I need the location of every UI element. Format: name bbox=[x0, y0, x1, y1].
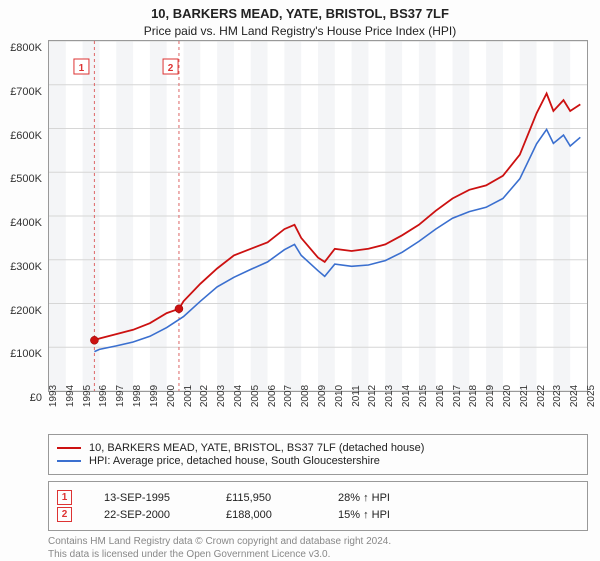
x-axis-labels: 1993199419951996199719981999200020012002… bbox=[48, 392, 588, 428]
legend-item-price: 10, BARKERS MEAD, YATE, BRISTOL, BS37 7L… bbox=[57, 442, 579, 454]
legend-label-hpi: HPI: Average price, detached house, Sout… bbox=[89, 455, 380, 467]
footer-line-1: Contains HM Land Registry data © Crown c… bbox=[48, 535, 588, 548]
transaction-price: £115,950 bbox=[226, 492, 306, 504]
transaction-table: 1 13-SEP-1995 £115,950 28% ↑ HPI 2 22-SE… bbox=[48, 481, 588, 531]
transaction-row: 1 13-SEP-1995 £115,950 28% ↑ HPI bbox=[57, 490, 579, 505]
line-chart: 12 bbox=[48, 40, 588, 392]
marker-badge: 2 bbox=[57, 507, 72, 522]
transaction-date: 22-SEP-2000 bbox=[104, 509, 194, 521]
transaction-diff: 28% ↑ HPI bbox=[338, 492, 428, 504]
legend-swatch-hpi bbox=[57, 460, 81, 462]
transaction-price: £188,000 bbox=[226, 509, 306, 521]
transaction-diff: 15% ↑ HPI bbox=[338, 509, 428, 521]
legend-item-hpi: HPI: Average price, detached house, Sout… bbox=[57, 455, 579, 467]
svg-text:1: 1 bbox=[79, 63, 85, 74]
transaction-row: 2 22-SEP-2000 £188,000 15% ↑ HPI bbox=[57, 507, 579, 522]
chart-subtitle: Price paid vs. HM Land Registry's House … bbox=[0, 24, 600, 38]
svg-text:2: 2 bbox=[168, 63, 174, 74]
legend: 10, BARKERS MEAD, YATE, BRISTOL, BS37 7L… bbox=[48, 434, 588, 475]
chart-title: 10, BARKERS MEAD, YATE, BRISTOL, BS37 7L… bbox=[0, 6, 600, 21]
legend-label-price: 10, BARKERS MEAD, YATE, BRISTOL, BS37 7L… bbox=[89, 442, 424, 454]
legend-swatch-price bbox=[57, 447, 81, 449]
transaction-date: 13-SEP-1995 bbox=[104, 492, 194, 504]
footer-line-2: This data is licensed under the Open Gov… bbox=[48, 548, 588, 561]
y-axis-labels: £0£100K£200K£300K£400K£500K£600K£700K£80… bbox=[0, 48, 46, 400]
footer-attribution: Contains HM Land Registry data © Crown c… bbox=[48, 535, 588, 561]
marker-badge: 1 bbox=[57, 490, 72, 505]
